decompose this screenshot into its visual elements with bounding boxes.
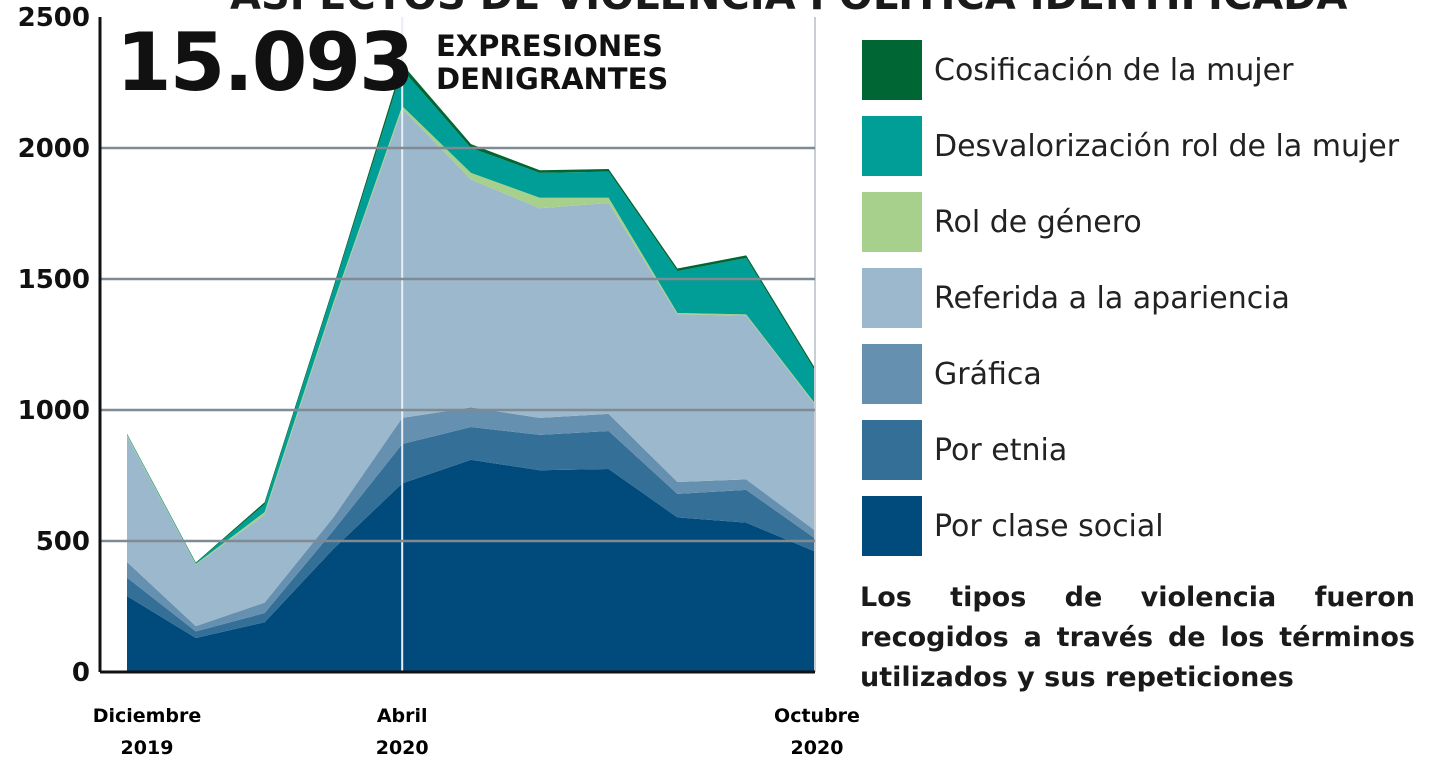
legend-label: Desvalorización rol de la mujer xyxy=(934,128,1400,164)
chart: 0 500 1000 1500 2000 2500 xyxy=(18,3,816,688)
x-tick-label: Octubre 2020 xyxy=(774,705,860,759)
area xyxy=(127,427,815,638)
legend-swatch xyxy=(862,40,922,100)
legend-item: Por clase social xyxy=(862,496,1164,556)
legend-item: Cosificación de la mujer xyxy=(862,40,1293,100)
legend-label: Por etnia xyxy=(934,432,1068,468)
y-tick-label: 0 xyxy=(72,658,90,688)
legend-label: Por clase social xyxy=(934,508,1164,544)
legend-item: Gráfica xyxy=(862,344,1042,404)
y-tick-label: 2500 xyxy=(18,3,90,33)
area xyxy=(127,108,815,627)
legend-swatch xyxy=(862,420,922,480)
area xyxy=(127,69,815,565)
legend-item: Desvalorización rol de la mujer xyxy=(862,116,1399,176)
x-tick-label: Diciembre 2019 xyxy=(92,705,202,759)
annotation-number: 15.093 xyxy=(116,16,415,109)
legend-swatch xyxy=(862,116,922,176)
legend-swatch xyxy=(862,496,922,556)
area xyxy=(127,459,815,672)
legend-item: Rol de género xyxy=(862,192,1142,252)
legend-swatch xyxy=(862,192,922,252)
note: Los tipos de violencia fueron recogidos … xyxy=(860,582,1415,693)
y-tick-label: 1500 xyxy=(18,265,90,295)
legend-label: Gráfica xyxy=(934,356,1042,392)
legend-label: Referida a la apariencia xyxy=(934,280,1290,316)
y-tick-label: 2000 xyxy=(18,134,90,164)
annotation-text: EXPRESIONES DENIGRANTES xyxy=(436,29,669,96)
legend-label: Cosificación de la mujer xyxy=(934,52,1294,88)
legend-item: Por etnia xyxy=(862,420,1067,480)
legend-item: Referida a la apariencia xyxy=(862,268,1290,328)
x-tick-label: Abril 2020 xyxy=(375,705,429,759)
legend-label: Rol de género xyxy=(934,204,1142,240)
legend-swatch xyxy=(862,344,922,404)
y-tick-label: 500 xyxy=(36,527,90,557)
chart-title: ASPECTOS DE VIOLENCIA POLÍTICA IDENTIFIC… xyxy=(230,0,1347,19)
y-tick-label: 1000 xyxy=(18,396,90,426)
legend-swatch xyxy=(862,268,922,328)
